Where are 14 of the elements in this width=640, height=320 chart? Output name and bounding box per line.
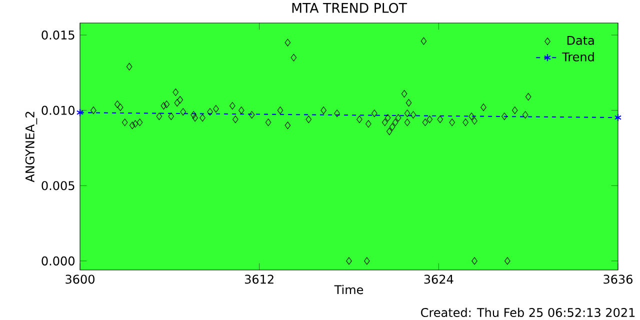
text: Created: Thu Feb 25 06:52:13 2021 (421, 308, 635, 318)
y-tick-label: 0.015 (42, 30, 74, 40)
legend-label: Data (567, 36, 594, 45)
chart-title: MTA TREND PLOT (292, 2, 408, 13)
x-tick-label: 3612 (244, 274, 274, 284)
y-tick-label: 0.010 (42, 106, 74, 115)
x-axis-title: Time (334, 284, 364, 294)
legend-label: Trend (562, 52, 594, 62)
x-tick-label: 3624 (424, 274, 454, 284)
y-tick-label: 0.005 (42, 181, 74, 190)
y-axis-title: ANGYNEA_2 (25, 112, 38, 182)
y-tick-label: 0.000 (42, 256, 74, 266)
x-tick-label: 3636 (604, 274, 632, 284)
x-tick-label: 3600 (66, 274, 94, 284)
